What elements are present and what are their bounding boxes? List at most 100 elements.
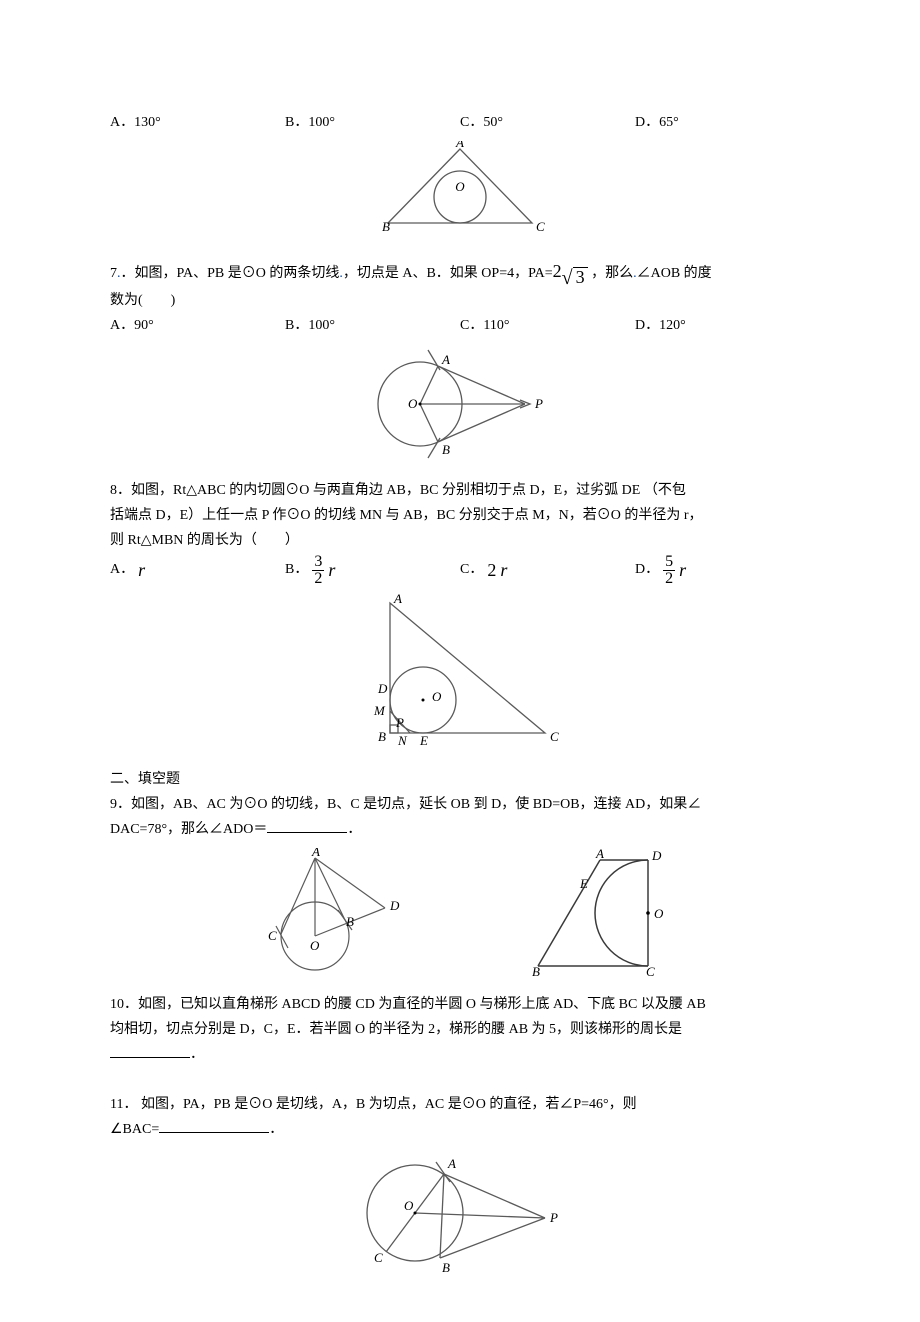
label-P: P (395, 715, 404, 730)
label-A: A (455, 141, 464, 150)
opt-value: 65° (659, 115, 679, 130)
q7-text-c: ，那么 (588, 266, 634, 281)
answer-blank[interactable] (159, 1118, 269, 1133)
q10-period: ． (190, 1047, 204, 1062)
q8-figure: A B C D E M N O P (360, 593, 560, 753)
label-P: P (534, 396, 543, 411)
label-A: A (595, 848, 604, 861)
q9-stem-l1: 9．如图，AB、AC 为⊙O 的切线，B、C 是切点，延长 OB 到 D，使 B… (110, 792, 810, 817)
q8-stem-l3: 则 Rt△MBN 的周长为（ ） (110, 528, 810, 553)
sqrt-coeff: 2 (553, 255, 562, 287)
q11-period: ． (269, 1122, 283, 1137)
q11-figure: A B C O P (350, 1148, 570, 1278)
q6-opt-b[interactable]: B．100° (285, 110, 460, 135)
q7-stem-line2: 数为( ) (110, 288, 810, 313)
q10-stem-l1: 10．如图，已知以直角梯形 ABCD 的腰 CD 为直径的半圆 O 与梯形上底 … (110, 992, 810, 1017)
q11-stem-l2: ∠BAC= ． (110, 1117, 810, 1142)
q6-opt-c[interactable]: C．50° (460, 110, 635, 135)
q9-figure-pair: A B C D O A D B C E O (110, 848, 810, 978)
label-M: M (373, 703, 386, 718)
q8-stem-l2: 括端点 D，E）上任一点 P 作⊙O 的切线 MN 与 AB，BC 分别交于点 … (110, 503, 810, 528)
q7-opt-a[interactable]: A．90° (110, 313, 285, 338)
q6-figure: A B C O (370, 141, 550, 241)
fraction: 52 (663, 554, 675, 587)
q11-stem-l1: 11． 如图，PA，PB 是⊙O 是切线，A，B 为切点，AC 是⊙O 的直径，… (110, 1092, 810, 1117)
q7-opt-d[interactable]: D．120° (635, 313, 810, 338)
q7-num: 7 (110, 266, 117, 281)
opt-value: 100° (308, 318, 335, 333)
opt-label: C． (460, 115, 483, 130)
label-O: O (310, 938, 320, 953)
q7-figure: A B O P (360, 344, 560, 464)
label-O: O (404, 1198, 414, 1213)
q10-stem-l3: ． (110, 1042, 810, 1067)
q9-stem-l2: DAC=78°，那么∠ADO＝ ． (110, 817, 810, 842)
answer-blank[interactable] (267, 818, 347, 833)
opt-value: 100° (308, 115, 335, 130)
q11-text: ∠BAC= (110, 1122, 159, 1137)
label-C: C (374, 1250, 383, 1265)
section2-heading: 二、填空题 (110, 767, 810, 792)
label-C: C (536, 219, 545, 234)
q7-text-a: ．如图，PA、PB 是⊙O 的两条切线 (121, 266, 340, 281)
opt-label: D． (635, 557, 659, 582)
opt-label: B． (285, 115, 308, 130)
q9-figure-right: A D B C E O (520, 848, 670, 978)
q8-options: A． r B． 32 r C． 2r D． 52 r (110, 554, 810, 587)
label-B: B (382, 219, 390, 234)
label-E: E (579, 876, 588, 891)
opt-value: 130° (134, 115, 161, 130)
q7-text-b: ，切点是 A、B．如果 OP=4，PA= (343, 266, 553, 281)
label-O: O (654, 906, 664, 921)
fraction: 32 (312, 554, 324, 587)
label-D: D (651, 848, 662, 863)
opt-value: r (138, 554, 145, 586)
q8-opt-a[interactable]: A． r (110, 554, 285, 586)
q6-options: A．130° B．100° C．50° D．65° (110, 110, 810, 135)
label-C: C (550, 729, 559, 744)
opt-coeff: 2 (487, 554, 496, 586)
q8-stem-l1: 8．如图，Rt△ABC 的内切圆⊙O 与两直角边 AB，BC 分别相切于点 D，… (110, 478, 810, 503)
q7-opt-b[interactable]: B．100° (285, 313, 460, 338)
q9-text: DAC=78°，那么∠ADO＝ (110, 822, 267, 837)
q9-period: ． (347, 822, 361, 837)
q7-sqrt: 2√3 (553, 255, 588, 287)
q8-opt-d[interactable]: D． 52 r (635, 554, 810, 587)
opt-r: r (328, 554, 335, 586)
q8-opt-c[interactable]: C． 2r (460, 554, 635, 586)
label-B: B (442, 1260, 450, 1275)
opt-value: 50° (483, 115, 503, 130)
label-O: O (432, 689, 442, 704)
label-B: B (378, 729, 386, 744)
label-A: A (447, 1156, 456, 1171)
label-C: C (268, 928, 277, 943)
opt-value: 90° (134, 318, 154, 333)
q8-opt-b[interactable]: B． 32 r (285, 554, 460, 587)
label-A: A (393, 593, 402, 606)
q6-opt-d[interactable]: D．65° (635, 110, 810, 135)
label-D: D (389, 898, 400, 913)
q7-opt-c[interactable]: C．110° (460, 313, 635, 338)
label-C: C (646, 964, 655, 978)
opt-label: B． (285, 318, 308, 333)
label-P: P (549, 1210, 558, 1225)
label-B: B (442, 442, 450, 457)
opt-r: r (679, 554, 686, 586)
opt-label: A． (110, 115, 134, 130)
q7-stem-line1: 7.．如图，PA、PB 是⊙O 的两条切线.，切点是 A、B．如果 OP=4，P… (110, 255, 810, 287)
opt-label: D． (635, 318, 659, 333)
sqrt-radicand: 3 (573, 267, 588, 288)
opt-label: C． (460, 318, 483, 333)
opt-label: D． (635, 115, 659, 130)
opt-label: B． (285, 557, 308, 582)
q7-options: A．90° B．100° C．110° D．120° (110, 313, 810, 338)
q10-stem-l2: 均相切，切点分别是 D，C，E．若半圆 O 的半径为 2，梯形的腰 AB 为 5… (110, 1017, 810, 1042)
opt-label: A． (110, 557, 134, 582)
label-A: A (441, 352, 450, 367)
answer-blank[interactable] (110, 1043, 190, 1058)
opt-r: r (500, 554, 507, 586)
label-B: B (346, 914, 354, 929)
label-D: D (377, 681, 388, 696)
opt-label: C． (460, 557, 483, 582)
q6-opt-a[interactable]: A．130° (110, 110, 285, 135)
